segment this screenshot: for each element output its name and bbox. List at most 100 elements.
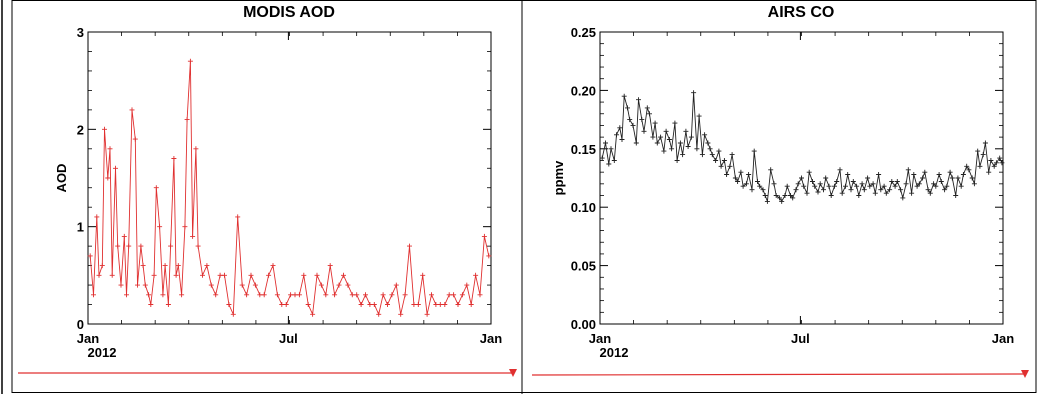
- data-point-marker: [837, 167, 843, 173]
- data-point-marker: [732, 175, 738, 181]
- data-point-marker: [135, 282, 140, 288]
- data-point-marker: [920, 175, 926, 181]
- data-point-marker: [235, 214, 241, 220]
- data-point-marker: [782, 193, 788, 198]
- y-tick-label: 0.25: [571, 25, 596, 40]
- y-axis-label: ppmv: [551, 160, 566, 195]
- y-tick-label: 0.10: [571, 200, 596, 215]
- data-point-marker: [909, 190, 915, 196]
- data-point-marker: [997, 155, 1003, 161]
- data-point-marker: [477, 292, 483, 298]
- data-point-marker: [832, 183, 837, 189]
- data-point-marker: [146, 292, 152, 298]
- data-point-marker: [292, 292, 298, 298]
- data-point-marker: [274, 292, 280, 298]
- data-point-marker: [393, 282, 399, 288]
- data-point-marker: [451, 292, 457, 298]
- data-point-marker: [887, 187, 893, 193]
- scroll-arrow-icon[interactable]: [509, 369, 517, 377]
- data-point-marker: [619, 137, 625, 142]
- data-point-marker: [464, 282, 470, 288]
- data-point-marker: [892, 183, 898, 189]
- data-point-marker: [230, 311, 236, 317]
- data-point-marker: [677, 140, 683, 146]
- data-point-marker: [314, 272, 320, 278]
- data-point-marker: [969, 175, 975, 181]
- data-point-marker: [944, 183, 950, 189]
- data-point-marker: [124, 292, 129, 298]
- data-point-marker: [187, 58, 193, 64]
- data-point-marker: [859, 181, 865, 187]
- data-point-marker: [931, 181, 937, 187]
- y-tick-label: 0.05: [571, 259, 596, 274]
- data-point-marker: [91, 292, 96, 298]
- data-point-marker: [746, 172, 752, 177]
- data-point-marker: [132, 136, 138, 142]
- data-point-marker: [200, 272, 205, 278]
- data-point-marker: [109, 272, 115, 278]
- data-point-marker: [903, 181, 909, 187]
- data-point-marker: [699, 152, 705, 158]
- data-point-marker: [437, 302, 443, 307]
- data-point-marker: [257, 292, 263, 298]
- data-point-marker: [865, 175, 871, 181]
- data-point-marker: [296, 292, 302, 298]
- data-point-marker: [270, 263, 276, 269]
- data-point-marker: [310, 311, 316, 317]
- data-point-marker: [784, 183, 790, 189]
- data-point-marker: [398, 311, 404, 317]
- data-point-marker: [113, 165, 118, 171]
- y-tick-label: 2: [77, 122, 84, 137]
- data-point-marker: [826, 183, 832, 189]
- data-point-marker: [925, 187, 931, 193]
- data-point-marker: [894, 179, 900, 184]
- x-tick-label: Jul: [791, 331, 810, 346]
- data-point-marker: [173, 272, 179, 278]
- data-point-marker: [922, 169, 928, 175]
- scroll-indicator-left[interactable]: [18, 369, 517, 377]
- data-point-marker: [749, 187, 755, 193]
- data-point-marker: [971, 181, 977, 187]
- data-point-marker: [407, 243, 412, 249]
- data-point-marker: [608, 146, 614, 152]
- data-point-marker: [411, 302, 417, 307]
- data-point-marker: [828, 193, 834, 198]
- data-point-marker: [190, 233, 196, 239]
- data-point-marker: [175, 263, 181, 269]
- data-point-marker: [958, 183, 964, 189]
- data-point-marker: [248, 272, 254, 278]
- data-point-marker: [680, 152, 686, 158]
- data-point-marker: [323, 292, 329, 298]
- data-point-marker: [213, 292, 219, 298]
- data-point-marker: [87, 253, 93, 259]
- data-point-marker: [688, 134, 694, 140]
- data-point-marker: [839, 190, 845, 196]
- data-point-marker: [856, 193, 862, 198]
- data-point-marker: [716, 148, 722, 154]
- data-point-marker: [380, 292, 386, 298]
- data-point-marker: [151, 272, 157, 278]
- data-point-marker: [806, 169, 812, 175]
- data-point-marker: [993, 160, 999, 166]
- data-point-marker: [883, 190, 889, 196]
- data-point-marker: [621, 93, 627, 99]
- data-point-marker: [336, 282, 342, 288]
- data-point-marker: [933, 183, 939, 189]
- data-point-marker: [363, 292, 368, 298]
- data-point-marker: [788, 193, 793, 198]
- data-point-marker: [872, 190, 878, 196]
- data-point-marker: [468, 302, 474, 307]
- data-point-marker: [157, 224, 163, 230]
- data-point-marker: [975, 148, 981, 154]
- data-point-marker: [790, 195, 796, 201]
- data-point-marker: [876, 172, 882, 177]
- data-point-marker: [647, 111, 652, 117]
- scroll-indicator-right[interactable]: [531, 370, 1029, 378]
- data-point-marker: [222, 272, 227, 278]
- scroll-arrow-icon[interactable]: [1021, 370, 1029, 378]
- data-point-marker: [663, 128, 669, 134]
- data-point-marker: [751, 148, 757, 154]
- data-point-marker: [793, 187, 799, 193]
